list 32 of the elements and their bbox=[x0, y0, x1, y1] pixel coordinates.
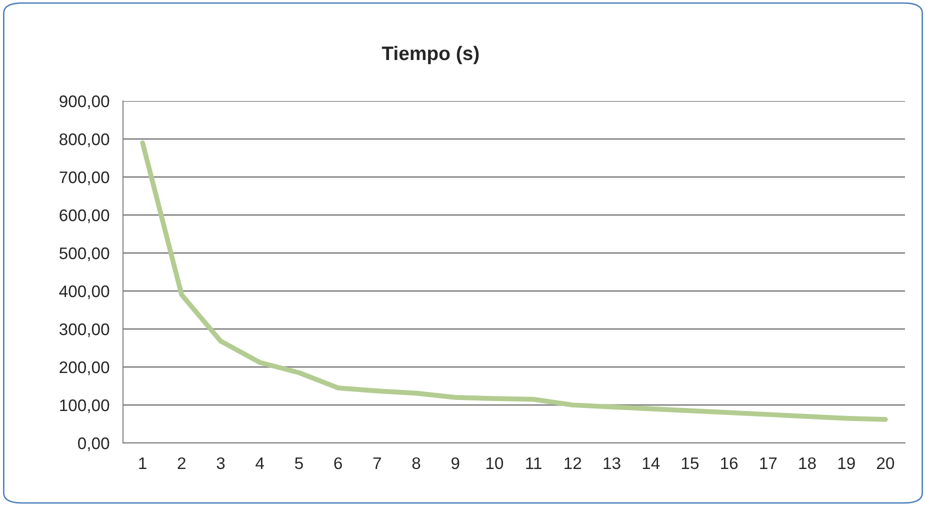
x-tick-label: 9 bbox=[451, 457, 460, 470]
chart-title: Tiempo (s) bbox=[382, 46, 479, 64]
y-tick-label: 800,00 bbox=[60, 133, 110, 148]
x-tick-label: 18 bbox=[799, 457, 816, 470]
x-tick-label: 8 bbox=[412, 457, 420, 470]
x-tick-label: 10 bbox=[486, 457, 504, 470]
line-series bbox=[140, 140, 888, 422]
x-tick-label: 12 bbox=[564, 457, 582, 469]
y-tick-label: 600,00 bbox=[60, 209, 110, 224]
x-tick-label: 5 bbox=[294, 458, 303, 470]
y-tick-label: 100,00 bbox=[60, 399, 110, 414]
x-tick-label: 1 bbox=[139, 458, 146, 469]
y-tick-label: 300,00 bbox=[59, 323, 110, 338]
x-tick-label: 16 bbox=[721, 457, 738, 470]
x-tick-label: 2 bbox=[178, 457, 186, 469]
y-tick-label: 0,00 bbox=[78, 437, 110, 452]
y-tick-label: 400,00 bbox=[59, 285, 110, 300]
y-tick-label: 500,00 bbox=[60, 247, 110, 262]
x-tick-label: 15 bbox=[682, 458, 699, 470]
x-tick-label: 19 bbox=[838, 457, 855, 470]
x-tick-label: 11 bbox=[526, 458, 542, 469]
x-tick-label: 3 bbox=[216, 457, 225, 470]
x-tick-label: 17 bbox=[760, 458, 777, 469]
x-tick-label: 6 bbox=[334, 457, 342, 470]
x-tick-label: 13 bbox=[604, 457, 620, 470]
x-tick-label: 20 bbox=[877, 457, 894, 470]
x-tick-label: 7 bbox=[373, 458, 381, 469]
y-tick-label: 900,00 bbox=[60, 95, 110, 110]
y-tick-label: 200,00 bbox=[60, 361, 110, 376]
x-tick-label: 14 bbox=[642, 458, 660, 469]
y-tick-label: 700,00 bbox=[60, 171, 110, 186]
x-tick-label: 4 bbox=[256, 458, 264, 469]
